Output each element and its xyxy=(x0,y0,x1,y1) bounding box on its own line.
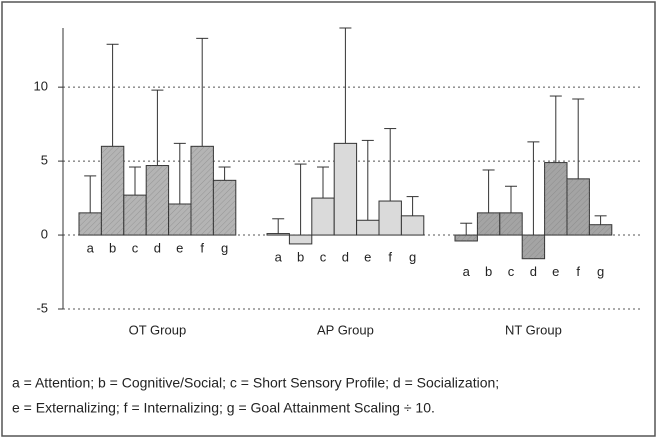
x-tick-label: e xyxy=(176,240,183,255)
x-tick-label: e xyxy=(552,264,559,279)
x-tick-label: c xyxy=(132,240,139,255)
bar-hatch xyxy=(499,212,523,236)
bar-hatch xyxy=(146,165,169,236)
y-tick-label: 5 xyxy=(41,153,48,168)
bar-hatch xyxy=(79,212,102,236)
bar xyxy=(333,142,358,236)
note-line: e = Externalizing; f = Internalizing; g … xyxy=(12,400,435,416)
y-tick-label: 10 xyxy=(34,79,48,94)
bar-hatch xyxy=(455,235,478,241)
group-label: NT Group xyxy=(505,322,562,337)
bar-hatch xyxy=(477,212,500,236)
x-tick-label: f xyxy=(576,264,580,279)
x-tick-label: d xyxy=(154,240,161,255)
bar xyxy=(378,200,402,236)
bar-hatch xyxy=(168,203,191,236)
bar xyxy=(266,233,290,236)
x-tick-label: a xyxy=(87,240,95,255)
bar-hatch xyxy=(522,235,545,259)
bar-hatch xyxy=(191,146,214,236)
bar-hatch xyxy=(101,146,124,236)
y-tick-label: -5 xyxy=(36,300,48,315)
x-tick-label: f xyxy=(388,249,392,264)
group-label: OT Group xyxy=(129,322,187,337)
x-tick-label: e xyxy=(364,249,371,264)
x-tick-label: c xyxy=(508,264,515,279)
x-tick-label: a xyxy=(463,264,471,279)
bar-hatch xyxy=(544,162,567,236)
note-line: a = Attention; b = Cognitive/Social; c =… xyxy=(12,375,499,391)
bar xyxy=(356,219,380,236)
x-tick-label: d xyxy=(530,264,537,279)
x-tick-label: c xyxy=(320,249,327,264)
bar-hatch xyxy=(589,224,612,236)
x-tick-label: g xyxy=(409,249,416,264)
y-tick-label: 0 xyxy=(41,226,48,241)
bar xyxy=(400,215,425,236)
x-tick-label: a xyxy=(275,249,283,264)
x-tick-label: f xyxy=(200,240,204,255)
bar-hatch xyxy=(123,195,147,236)
x-tick-label: d xyxy=(342,249,349,264)
bar xyxy=(288,234,313,245)
x-tick-label: b xyxy=(297,249,304,264)
group-label: AP Group xyxy=(317,322,374,337)
x-tick-label: g xyxy=(221,240,228,255)
x-tick-label: b xyxy=(485,264,492,279)
x-tick-label: b xyxy=(109,240,116,255)
x-tick-label: g xyxy=(597,264,604,279)
bar-hatch xyxy=(213,180,236,236)
bar xyxy=(311,197,335,236)
bar-hatch xyxy=(567,178,590,236)
